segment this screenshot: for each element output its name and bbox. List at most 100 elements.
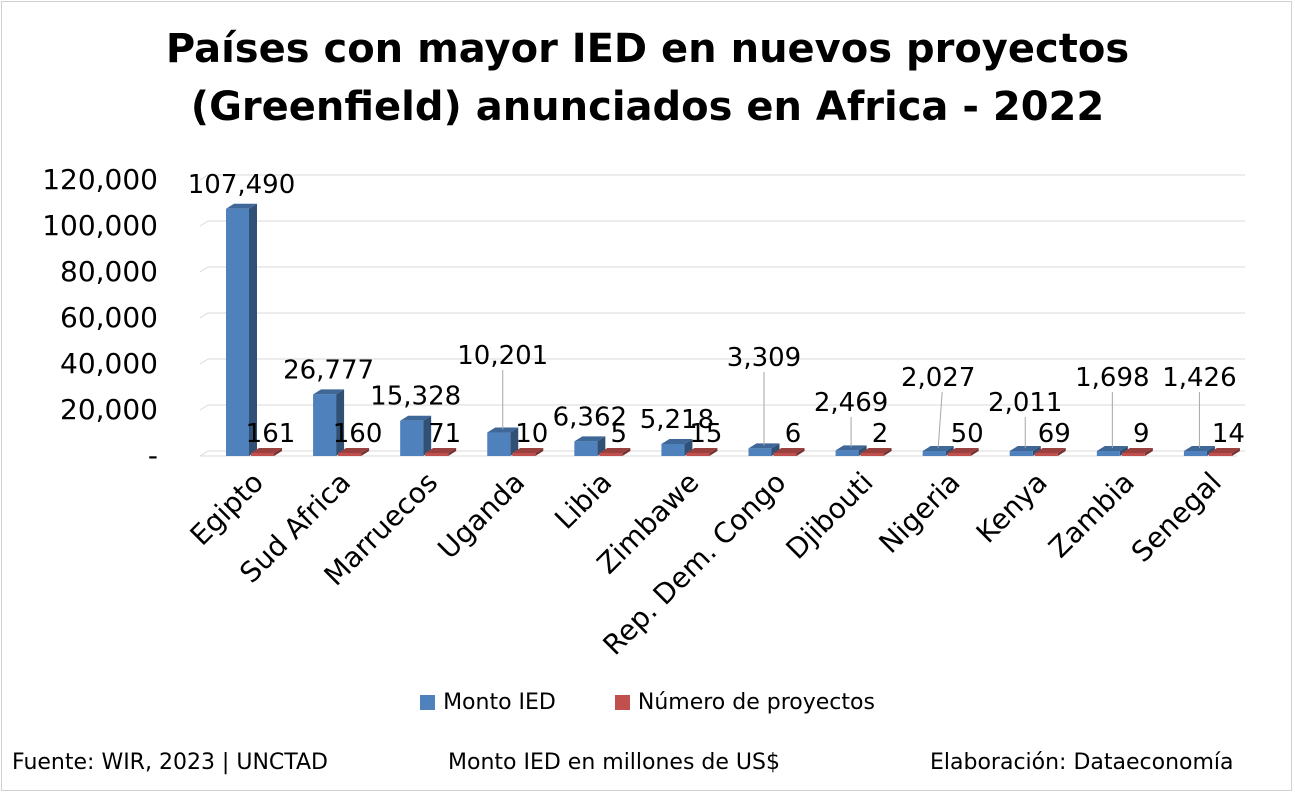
bar-numero-proyectos-side — [970, 448, 979, 456]
data-label-monto-ied: 3,309 — [727, 343, 801, 373]
legend-label-proyectos: Número de proyectos — [637, 690, 875, 715]
bar-monto-ied — [487, 432, 511, 456]
bar-monto-ied-top — [400, 415, 432, 421]
bar-monto-ied — [835, 450, 859, 456]
bar-monto-ied-top — [1183, 446, 1215, 451]
bar-numero-proyectos — [1034, 453, 1058, 456]
bar-numero-proyectos-top — [1034, 448, 1066, 453]
bar-numero-proyectos — [1208, 453, 1232, 456]
legend-item-monto: Monto IED — [420, 690, 556, 715]
gridline-depth — [199, 312, 209, 319]
bar-numero-proyectos — [251, 453, 274, 456]
data-label-monto-ied: 5,218 — [640, 405, 714, 435]
bar-monto-ied — [226, 208, 249, 456]
x-tick-label: Senegal — [1125, 466, 1228, 569]
data-label-numero-proyectos: 10 — [515, 419, 548, 449]
y-tick-label: 20,000 — [60, 393, 158, 426]
bar-numero-proyectos — [1121, 453, 1145, 456]
bar-monto-ied-top — [1096, 446, 1128, 451]
bar-numero-proyectos-top — [599, 448, 631, 453]
bar-monto-ied-top — [313, 389, 345, 395]
legend-swatch-monto — [420, 695, 436, 710]
gridline-depth — [199, 174, 209, 181]
bar-numero-proyectos-side — [361, 448, 370, 456]
data-label-numero-proyectos: 9 — [1133, 419, 1150, 449]
data-label-numero-proyectos: 69 — [1038, 419, 1071, 449]
y-tick-label: 100,000 — [42, 209, 158, 242]
data-label-numero-proyectos: 5 — [611, 419, 628, 449]
bar-numero-proyectos-top — [773, 448, 805, 453]
data-label-numero-proyectos: 50 — [951, 419, 984, 449]
data-label-numero-proyectos: 14 — [1212, 419, 1245, 449]
legend-label-monto: Monto IED — [443, 690, 556, 715]
bar-monto-ied-side — [249, 203, 257, 456]
bar-monto-ied — [1183, 451, 1207, 456]
y-tick-label: 40,000 — [60, 347, 158, 380]
footer-source: Fuente: WIR, 2023 | UNCTAD — [12, 750, 328, 775]
data-label-monto-ied: 26,777 — [283, 355, 374, 385]
gridline-depth — [199, 404, 209, 411]
bar-monto-ied — [748, 448, 772, 456]
data-label-numero-proyectos: 160 — [333, 419, 383, 449]
data-label-numero-proyectos: 15 — [689, 419, 722, 449]
data-label-monto-ied: 1,698 — [1075, 363, 1149, 393]
data-label-numero-proyectos: 6 — [785, 419, 802, 449]
legend-swatch-proyectos — [614, 695, 630, 710]
bar-numero-proyectos-top — [512, 448, 544, 453]
bar-numero-proyectos — [512, 453, 536, 456]
bar-monto-ied-side — [336, 389, 345, 456]
y-tick-label: 80,000 — [60, 255, 158, 288]
bar-monto-ied — [1096, 451, 1120, 456]
chart-title: Países con mayor IED en nuevos proyectos… — [0, 20, 1295, 136]
bar-monto-ied — [1009, 451, 1033, 456]
footer-credit: Elaboración: Dataeconomía — [930, 750, 1234, 775]
bar-numero-proyectos-side — [1057, 448, 1066, 456]
bar-monto-ied-side — [510, 427, 519, 456]
x-tick-label: Egipto — [184, 466, 270, 552]
data-label-monto-ied: 15,328 — [370, 382, 461, 412]
data-label-monto-ied: 107,490 — [188, 170, 296, 200]
bar-numero-proyectos — [947, 453, 971, 456]
bar-monto-ied-top — [226, 203, 257, 209]
data-label-numero-proyectos: 71 — [428, 419, 461, 449]
bar-numero-proyectos-side — [709, 448, 718, 456]
data-label-monto-ied: 2,469 — [814, 388, 888, 418]
bar-numero-proyectos-side — [1231, 448, 1240, 456]
legend-item-proyectos: Número de proyectos — [614, 690, 875, 715]
bar-numero-proyectos-top — [947, 448, 979, 453]
bar-numero-proyectos-side — [535, 448, 544, 456]
data-label-monto-ied: 2,027 — [901, 363, 975, 393]
bar-numero-proyectos-side — [448, 448, 457, 456]
bar-monto-ied-top — [661, 438, 693, 444]
bar-monto-ied-top — [1009, 446, 1041, 451]
bar-numero-proyectos-side — [883, 448, 892, 456]
bar-numero-proyectos-top — [1121, 448, 1153, 453]
bar-numero-proyectos-top — [686, 448, 718, 453]
y-tick-label: 60,000 — [60, 301, 158, 334]
bar-numero-proyectos — [338, 453, 362, 456]
bar-chart: - 20,000 40,000 60,000 80,000 100,000 120,000 1… — [42, 163, 1245, 662]
bar-monto-ied-top — [487, 427, 519, 433]
data-label-monto-ied: 2,011 — [988, 388, 1062, 418]
x-tick-label: Nigeria — [872, 466, 966, 560]
gridline-depth — [199, 266, 209, 273]
bar-monto-ied — [922, 451, 946, 456]
chart-title-line-2: (Greenfield) anunciados en Africa - 2022 — [190, 84, 1105, 130]
data-label-monto-ied: 1,426 — [1162, 363, 1236, 393]
leader-line — [937, 391, 943, 449]
bar-numero-proyectos-top — [251, 448, 282, 453]
chart-title-line-1: Países con mayor IED en nuevos proyectos — [165, 26, 1130, 72]
bar-monto-ied — [313, 394, 337, 456]
bar-monto-ied-top — [922, 446, 954, 451]
bar-numero-proyectos-side — [796, 448, 805, 456]
bar-monto-ied-side — [771, 443, 780, 456]
data-label-numero-proyectos: 161 — [246, 419, 296, 449]
x-tick-label: Libia — [548, 466, 618, 536]
x-tick-label: Kenya — [970, 466, 1054, 550]
bar-numero-proyectos-top — [860, 448, 892, 453]
bar-monto-ied — [661, 443, 685, 456]
bar-numero-proyectos — [599, 453, 623, 456]
chart-legend: Monto IED Número de proyectos — [0, 690, 1295, 716]
bar-monto-ied-top — [748, 443, 780, 449]
